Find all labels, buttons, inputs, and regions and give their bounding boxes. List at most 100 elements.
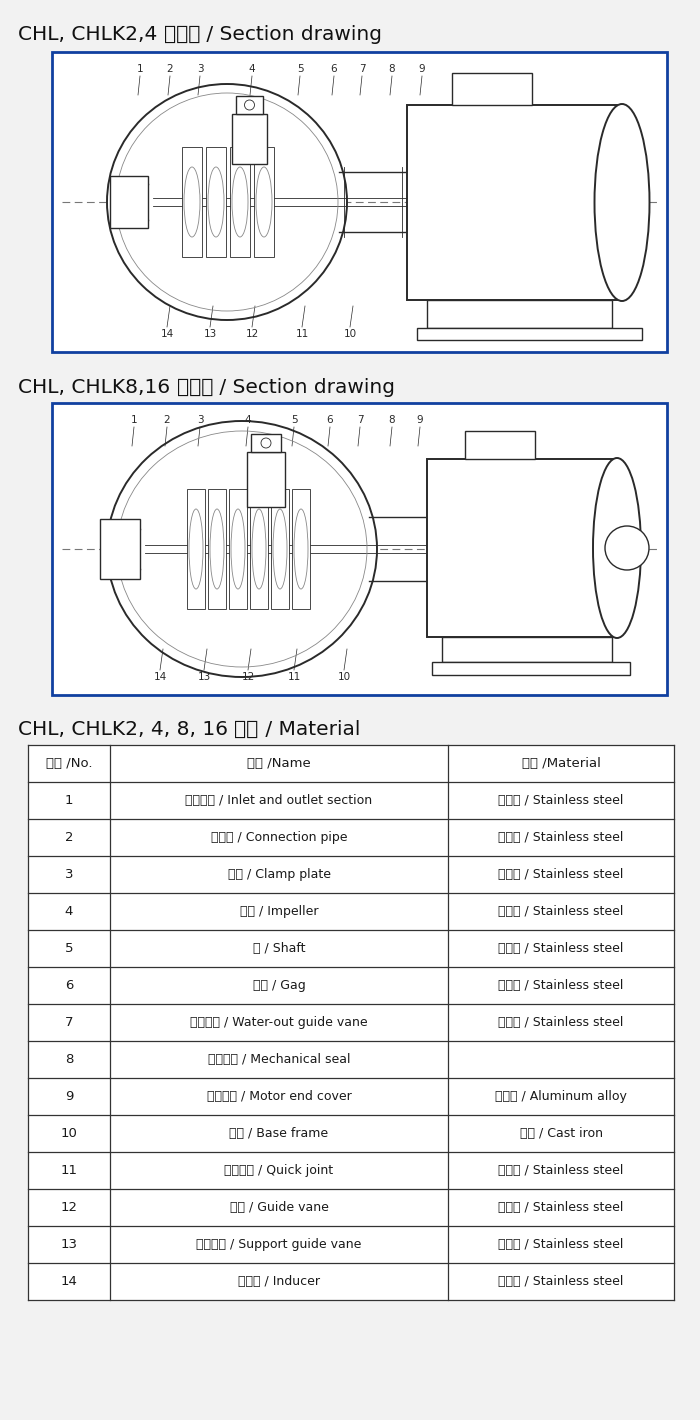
Bar xyxy=(236,97,263,114)
Text: 底座 / Base frame: 底座 / Base frame xyxy=(230,1127,328,1140)
Text: 6: 6 xyxy=(330,64,337,74)
Ellipse shape xyxy=(107,420,377,677)
Text: 14: 14 xyxy=(160,329,174,339)
Text: CHL, CHLK8,16: CHL, CHLK8,16 xyxy=(18,378,176,398)
Text: 不锈钑 / Stainless steel: 不锈钑 / Stainless steel xyxy=(498,1015,624,1030)
Text: 6: 6 xyxy=(327,415,333,425)
Text: 1: 1 xyxy=(136,64,144,74)
Text: 3: 3 xyxy=(197,415,203,425)
Ellipse shape xyxy=(593,459,641,638)
Text: 导流器 / Inducer: 导流器 / Inducer xyxy=(238,1275,320,1288)
Text: 7: 7 xyxy=(64,1015,74,1030)
Text: 14: 14 xyxy=(153,672,167,682)
Bar xyxy=(208,488,226,609)
Text: 叶轮 / Impeller: 叶轮 / Impeller xyxy=(239,905,318,917)
Text: 9: 9 xyxy=(416,415,424,425)
Text: 不锈钑 / Stainless steel: 不锈钑 / Stainless steel xyxy=(498,868,624,880)
Text: 3: 3 xyxy=(197,64,203,74)
Ellipse shape xyxy=(594,104,650,301)
Bar xyxy=(432,662,630,674)
Bar xyxy=(292,488,310,609)
Bar xyxy=(100,518,140,579)
Bar xyxy=(52,53,667,352)
Bar xyxy=(417,328,642,339)
Text: 10: 10 xyxy=(337,672,351,682)
Text: 不锈钑 / Stainless steel: 不锈钑 / Stainless steel xyxy=(498,1275,624,1288)
Text: 8: 8 xyxy=(389,415,396,425)
Bar xyxy=(28,746,674,1299)
Text: 12: 12 xyxy=(241,672,255,682)
Bar xyxy=(452,72,532,105)
Text: 材料: 材料 xyxy=(234,720,258,738)
Text: 4: 4 xyxy=(65,905,74,917)
Text: 支撑导叶 / Support guide vane: 支撑导叶 / Support guide vane xyxy=(196,1238,362,1251)
Text: 3: 3 xyxy=(64,868,74,880)
Text: 9: 9 xyxy=(65,1091,74,1103)
Text: 2: 2 xyxy=(164,415,170,425)
Text: 堵头 / Gag: 堵头 / Gag xyxy=(253,978,305,993)
Circle shape xyxy=(244,99,255,109)
Text: 出水导叶 / Water-out guide vane: 出水导叶 / Water-out guide vane xyxy=(190,1015,368,1030)
Text: 9: 9 xyxy=(419,64,426,74)
Text: 13: 13 xyxy=(197,672,211,682)
Text: / Section drawing: / Section drawing xyxy=(213,378,395,398)
Text: 7: 7 xyxy=(357,415,363,425)
Text: 名称 /Name: 名称 /Name xyxy=(247,757,311,770)
Text: 进出水段 / Inlet and outlet section: 进出水段 / Inlet and outlet section xyxy=(186,794,372,807)
Text: 机械密封 / Mechanical seal: 机械密封 / Mechanical seal xyxy=(208,1054,350,1066)
Bar xyxy=(271,488,289,609)
Text: 13: 13 xyxy=(60,1238,78,1251)
Text: 快速接头 / Quick joint: 快速接头 / Quick joint xyxy=(225,1164,334,1177)
Text: CHL, CHLK2,4: CHL, CHLK2,4 xyxy=(18,26,164,44)
Text: 1: 1 xyxy=(64,794,74,807)
Text: 不锈钑 / Stainless steel: 不锈钑 / Stainless steel xyxy=(498,1164,624,1177)
Text: 电机端盖 / Motor end cover: 电机端盖 / Motor end cover xyxy=(206,1091,351,1103)
Text: 11: 11 xyxy=(288,672,300,682)
Bar xyxy=(442,638,612,662)
Bar xyxy=(427,459,617,638)
Text: / Material: / Material xyxy=(258,720,360,738)
Bar xyxy=(407,105,622,300)
Text: 截面图: 截面图 xyxy=(164,26,200,44)
Text: 序号 /No.: 序号 /No. xyxy=(46,757,92,770)
Bar xyxy=(52,403,667,694)
Text: 10: 10 xyxy=(61,1127,78,1140)
Text: 12: 12 xyxy=(60,1201,78,1214)
Ellipse shape xyxy=(107,84,347,320)
Bar xyxy=(254,148,274,257)
Text: 不锈钑 / Stainless steel: 不锈钑 / Stainless steel xyxy=(498,831,624,843)
Text: 8: 8 xyxy=(65,1054,74,1066)
Text: 1: 1 xyxy=(131,415,137,425)
Bar xyxy=(187,488,205,609)
Bar xyxy=(427,300,612,328)
Text: 不锈钑 / Stainless steel: 不锈钑 / Stainless steel xyxy=(498,794,624,807)
Bar xyxy=(206,148,226,257)
Text: 8: 8 xyxy=(389,64,396,74)
Bar xyxy=(251,435,281,452)
Bar xyxy=(465,432,535,459)
Text: 不锈钑 / Stainless steel: 不锈钑 / Stainless steel xyxy=(498,1201,624,1214)
Text: 2: 2 xyxy=(64,831,74,843)
Circle shape xyxy=(261,437,271,447)
Text: 7: 7 xyxy=(358,64,365,74)
Text: 5: 5 xyxy=(297,64,303,74)
Text: 铝合金 / Aluminum alloy: 铝合金 / Aluminum alloy xyxy=(495,1091,627,1103)
Text: 铸鐵 / Cast iron: 铸鐵 / Cast iron xyxy=(519,1127,603,1140)
Bar xyxy=(247,452,285,507)
Text: 14: 14 xyxy=(61,1275,78,1288)
Bar xyxy=(232,114,267,163)
Bar xyxy=(229,488,247,609)
Text: 不锈钑 / Stainless steel: 不锈钑 / Stainless steel xyxy=(498,941,624,956)
Text: 11: 11 xyxy=(60,1164,78,1177)
Text: 连接管 / Connection pipe: 连接管 / Connection pipe xyxy=(211,831,347,843)
Text: 6: 6 xyxy=(65,978,74,993)
Text: 材料 /Material: 材料 /Material xyxy=(522,757,601,770)
Text: 13: 13 xyxy=(204,329,216,339)
Text: 4: 4 xyxy=(248,64,256,74)
Text: 不锈钑 / Stainless steel: 不锈钑 / Stainless steel xyxy=(498,1238,624,1251)
Text: 5: 5 xyxy=(64,941,74,956)
Bar xyxy=(182,148,202,257)
Text: 5: 5 xyxy=(290,415,298,425)
Circle shape xyxy=(605,525,649,569)
Bar xyxy=(230,148,250,257)
